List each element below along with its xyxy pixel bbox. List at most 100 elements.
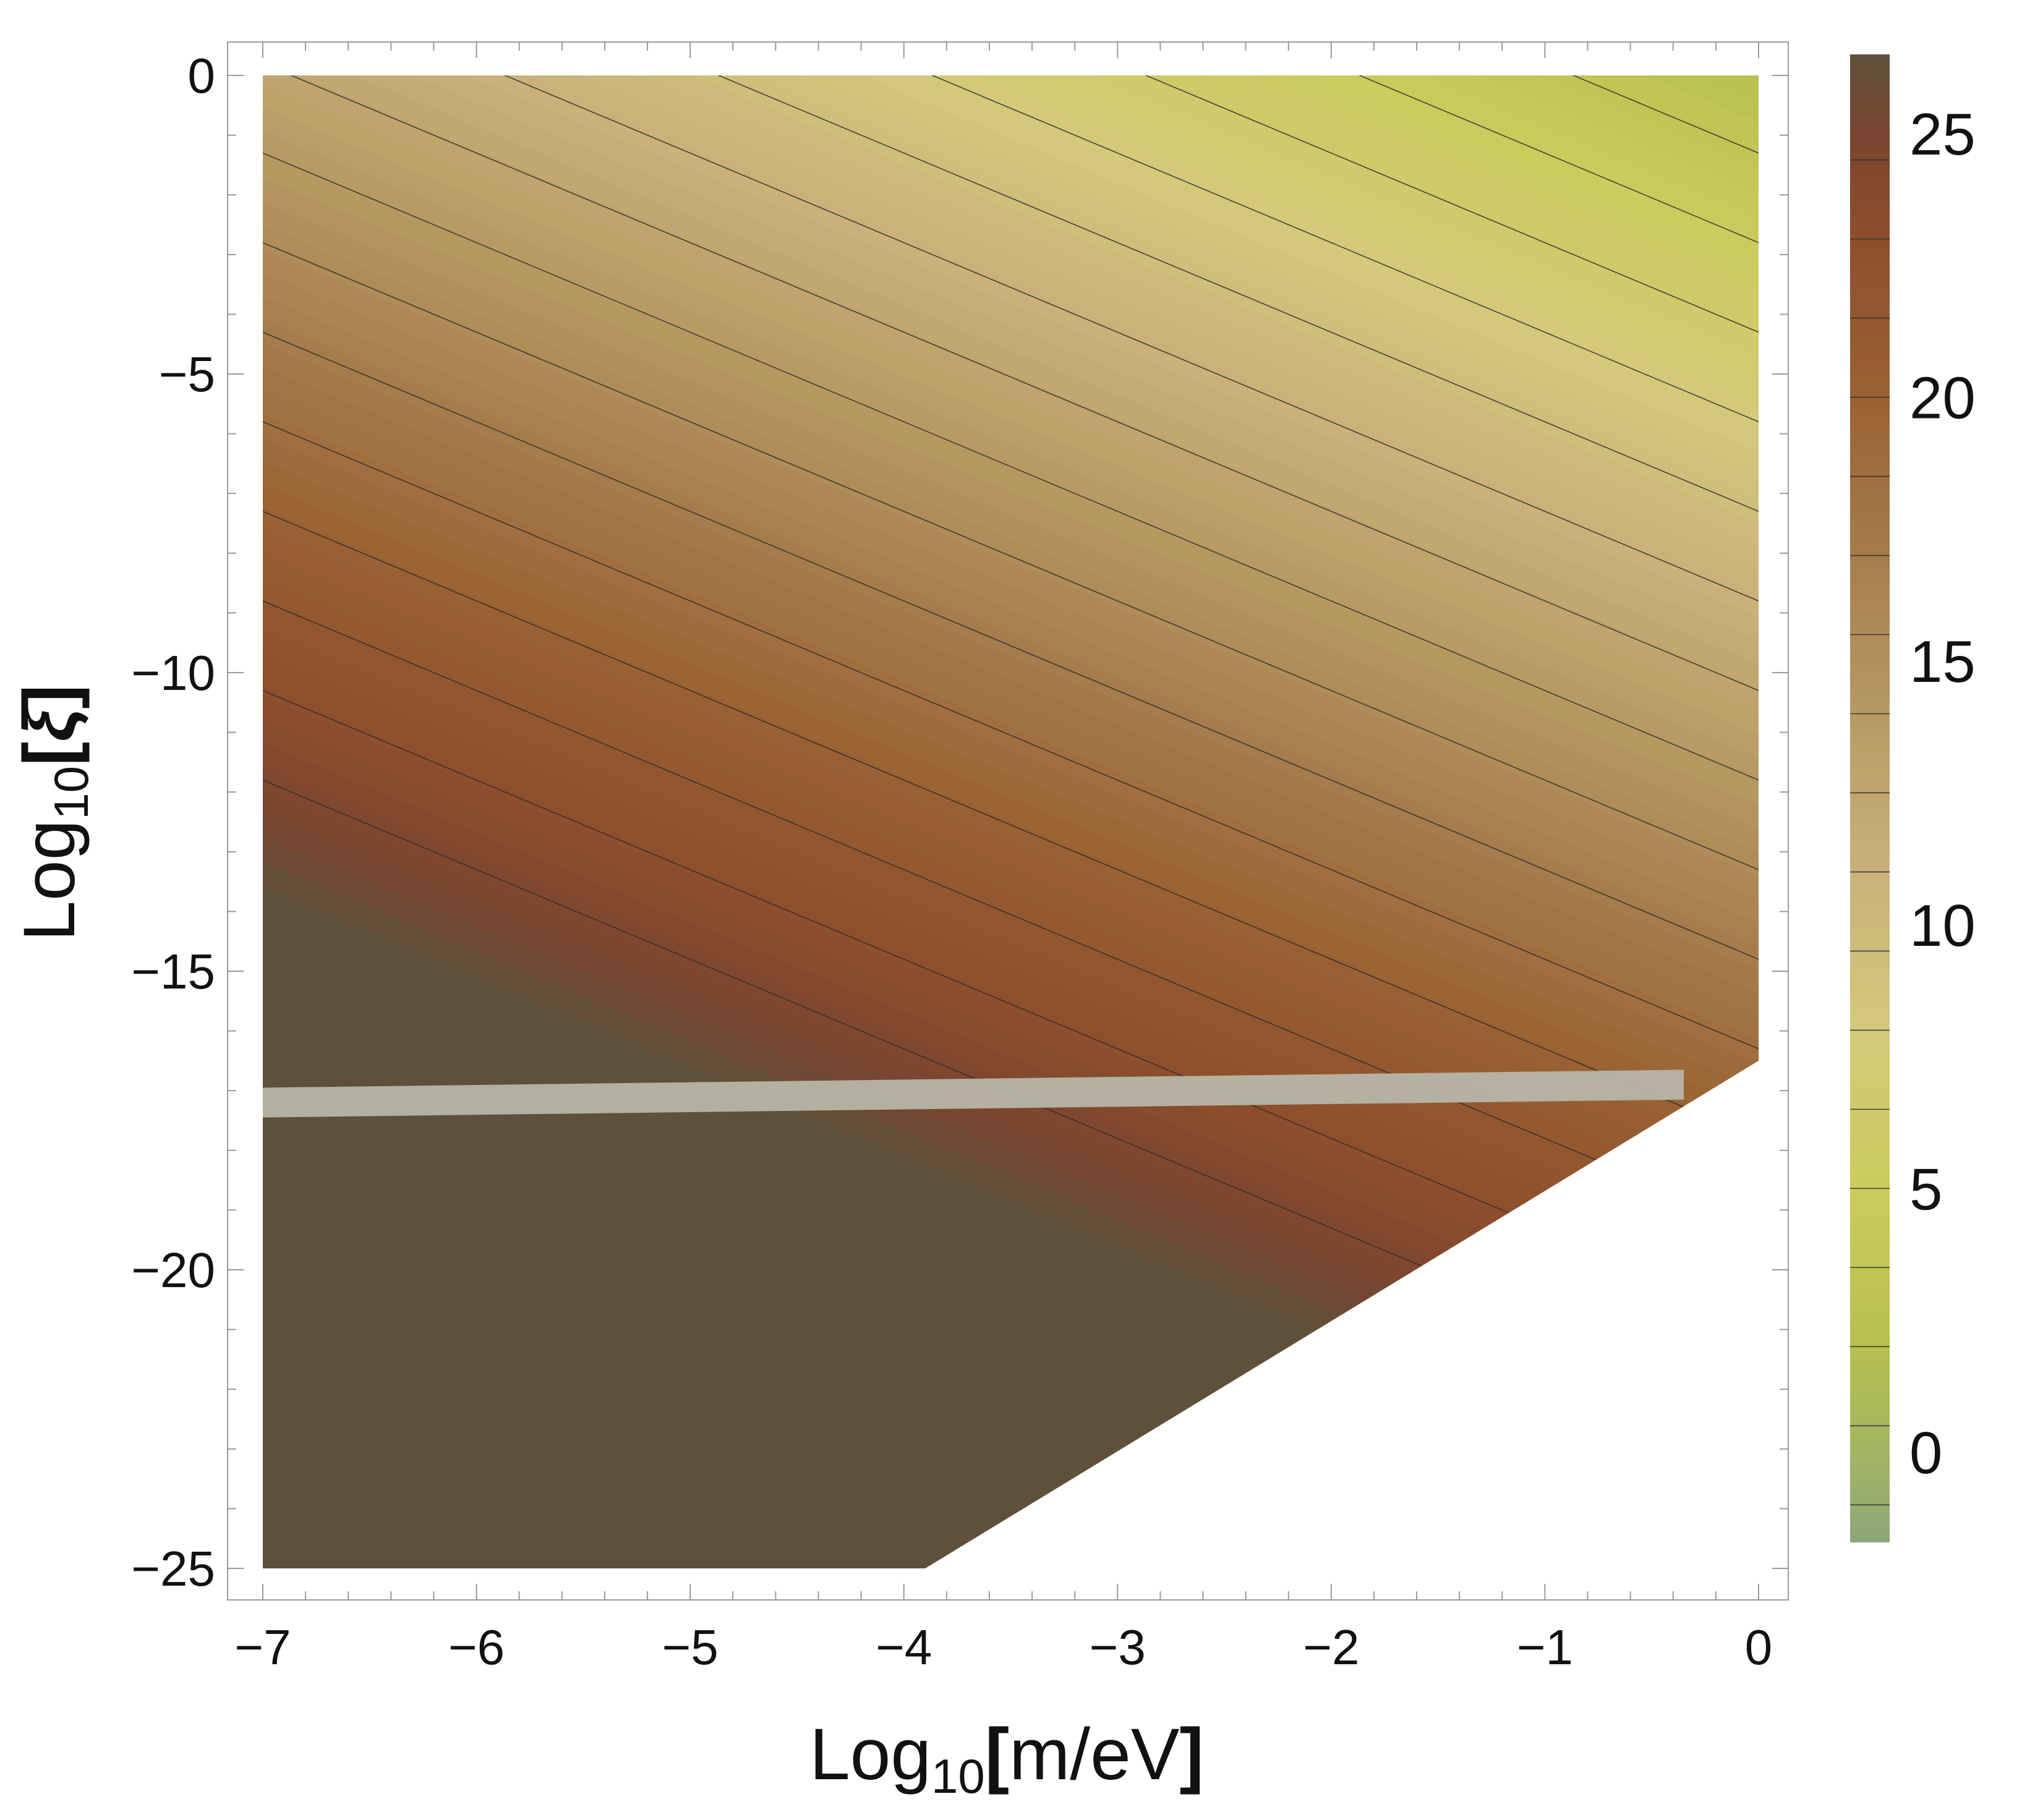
x-tick-label: −2 [1303,1620,1359,1675]
colorbar-tick-label: 25 [1909,101,1976,168]
colorbar-segment [1850,1414,1890,1426]
colorbar-segment [1850,670,1890,682]
colorbar-segment [1850,1063,1890,1075]
contour-line [263,75,1759,423]
colorbar-segment [1850,1000,1890,1011]
colorbar-segment [1850,649,1890,661]
colorbar-segment [1850,1489,1890,1500]
colorbar-segment [1850,543,1890,555]
colorbar-segment [1850,1297,1890,1309]
colorbar-segment [1850,1010,1890,1022]
colorbar-segment [1850,320,1890,331]
colorbar-segment [1850,118,1890,130]
colorbar-segment [1850,1403,1890,1415]
colorbar-segment [1850,1254,1890,1267]
colorbar-segment [1850,490,1890,501]
colorbar-segment [1850,553,1890,565]
colorbar-segment [1850,1212,1890,1224]
colorbar-segment [1850,362,1890,374]
contour-line [263,421,1759,1050]
colorbar-segment [1850,1170,1890,1181]
colorbar-segment [1850,192,1890,204]
colorbar-segment [1850,1446,1890,1458]
colorbar-segment [1850,776,1890,788]
colorbar-segment [1850,171,1890,183]
colorbar-segment [1850,893,1890,905]
colorbar-segment [1850,1478,1890,1490]
colorbar-tick-label: 5 [1909,1156,1942,1222]
colorbar-segment [1850,415,1890,427]
colorbar-segment [1850,341,1890,353]
colorbar-segment [1850,628,1890,640]
colorbar-segment [1850,915,1890,927]
colorbar-segment [1850,862,1890,874]
colorbar-segment [1850,107,1890,119]
colorbar-segment [1850,745,1890,757]
colorbar-segment [1850,129,1890,140]
colorbar-segment [1850,330,1890,342]
colorbar-segment [1850,288,1890,300]
colorbar-segment [1850,203,1890,215]
colorbar-segment [1850,383,1890,395]
gray-band [263,1069,1684,1118]
y-tick-label: −25 [131,1541,215,1596]
y-axis-label: Log10[ξ] [9,684,98,941]
y-tick-label: −5 [159,347,215,402]
colorbar-segment [1850,585,1890,597]
colorbar-segment [1850,1510,1890,1521]
colorbar-segment [1850,160,1890,172]
colorbar-segment [1850,1244,1890,1256]
colorbar-segment [1850,394,1890,406]
x-tick-label: −4 [876,1620,932,1675]
y-tick-label: −20 [131,1243,215,1298]
colorbar-segment [1850,734,1890,746]
colorbar-segment [1850,660,1890,671]
colorbar-tick-label: 10 [1909,893,1976,959]
contour-line [263,152,1759,781]
colorbar-segment [1850,564,1890,576]
colorbar-segment [1850,1393,1890,1405]
contour-fill-band [263,1544,320,1568]
colorbar-segment [1850,989,1890,1001]
y-tick-label: 0 [188,48,216,103]
colorbar-segment [1850,1159,1890,1171]
contour-line [263,242,1759,870]
colorbar-segment [1850,139,1890,151]
colorbar-segment [1850,511,1890,523]
colorbar-segment [1850,809,1890,820]
colorbar-segment [1850,1382,1890,1394]
colorbar-segment [1850,469,1890,480]
contour-line [263,75,1759,512]
colorbar-segment [1850,309,1890,321]
colorbar-segment [1850,1180,1890,1192]
colorbar-segment [1850,967,1890,980]
x-tick-label: −1 [1517,1620,1573,1675]
colorbar-segment [1850,1021,1890,1033]
colorbar-segment [1850,1531,1890,1542]
colorbar-segment [1850,766,1890,778]
colorbar: 0 5 10 15 20 25 [1850,54,1976,1542]
colorbar-segment [1850,75,1890,87]
colorbar-segment [1850,1116,1890,1128]
colorbar-segment [1850,1350,1890,1362]
colorbar-segment [1850,1361,1890,1373]
colorbar-segment [1850,86,1890,98]
colorbar-segment [1850,1319,1890,1330]
colorbar-segment [1850,224,1890,236]
colorbar-segment [1850,266,1890,278]
x-tick-label: −5 [662,1620,719,1675]
colorbar-segment [1850,1095,1890,1107]
x-tick-label: 0 [1745,1620,1773,1675]
colorbar-segment [1850,755,1890,767]
colorbar-segment [1850,532,1890,544]
colorbar-segment [1850,1467,1890,1479]
colorbar-segment [1850,213,1890,225]
colorbar-tick-label: 20 [1909,365,1976,432]
colorbar-segment [1850,352,1890,364]
colorbar-segment [1850,1223,1890,1235]
colorbar-segment [1850,925,1890,937]
x-tick-labels: −7 −6 −5 −4 −3 −2 −1 0 [234,1620,1772,1675]
colorbar-segment [1850,1042,1890,1054]
colorbar-segment [1850,1127,1890,1139]
contour-line [263,511,1759,1139]
